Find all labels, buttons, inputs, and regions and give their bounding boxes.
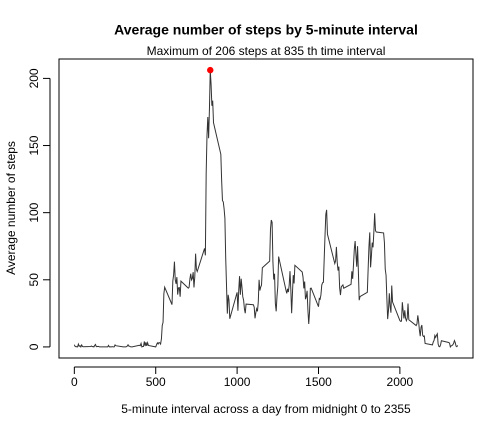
chart-title: Average number of steps by 5-minute inte… [114, 22, 418, 38]
x-tick-label: 2000 [387, 375, 414, 389]
x-tick-label: 500 [146, 375, 166, 389]
max-point [207, 66, 214, 74]
x-tick-label: 1000 [224, 375, 251, 389]
y-tick-label: 50 [27, 273, 41, 287]
y-tick-label: 0 [27, 343, 41, 350]
y-axis-label: Average number of steps [4, 141, 18, 275]
y-tick-label: 200 [27, 68, 41, 88]
y-tick-label: 100 [27, 202, 41, 222]
chart-subtitle: Maximum of 206 steps at 835 th time inte… [147, 44, 386, 58]
plot-box [58, 58, 474, 359]
x-axis-label: 5-minute interval across a day from midn… [121, 402, 411, 416]
x-tick-label: 1500 [305, 375, 332, 389]
y-tick-label: 150 [27, 135, 41, 155]
data-line [73, 70, 459, 349]
x-tick-label: 0 [71, 375, 78, 389]
